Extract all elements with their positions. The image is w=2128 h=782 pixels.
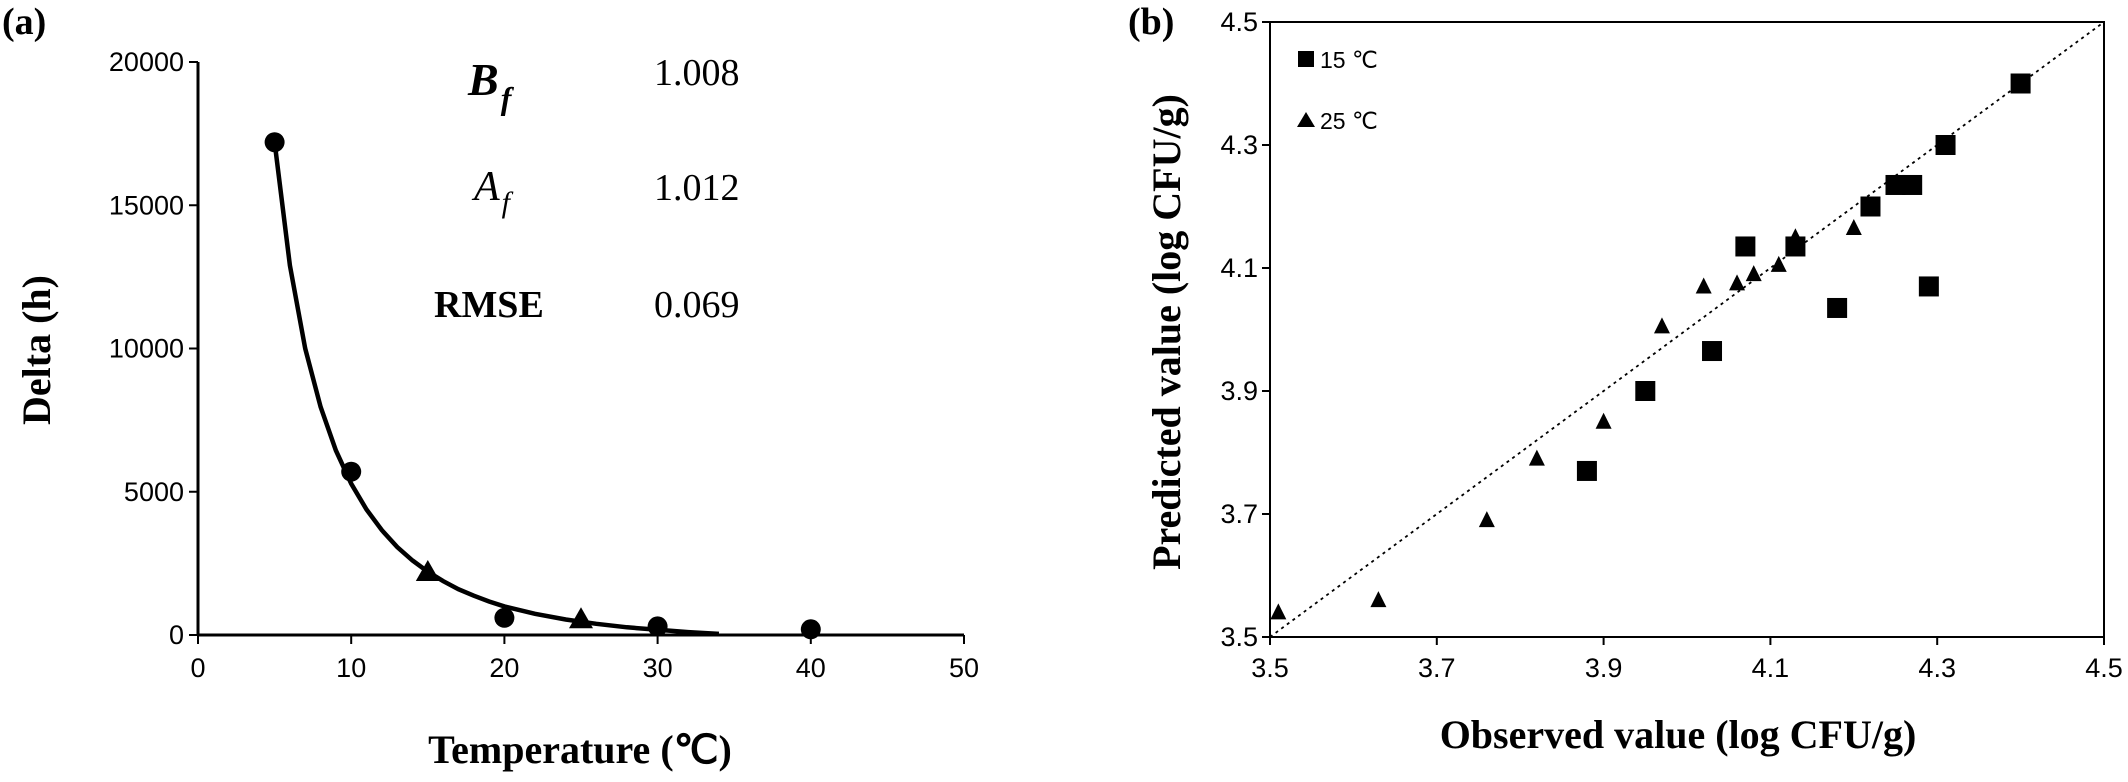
af-label-sub: f bbox=[502, 186, 514, 219]
x-tick-label: 3.9 bbox=[1585, 653, 1623, 683]
panel-a-label: (a) bbox=[2, 1, 46, 43]
data-point-square bbox=[1860, 196, 1881, 217]
panel-b-label: (b) bbox=[1128, 1, 1174, 43]
x-tick-label: 4.3 bbox=[1918, 653, 1956, 683]
data-point-triangle bbox=[1729, 274, 1746, 291]
data-point-triangle bbox=[1787, 228, 1804, 245]
bf-label: Bf bbox=[467, 54, 515, 116]
y-tick-label: 3.9 bbox=[1220, 376, 1258, 406]
panel-a: (a) 0 10 20 30 40 50 0 5000 10000 15000 20000 Tem… bbox=[2, 1, 979, 772]
y-tick-label: 4.3 bbox=[1220, 130, 1258, 160]
data-point-circle bbox=[800, 619, 821, 640]
x-tick-label: 30 bbox=[643, 653, 673, 683]
x-tick-label: 0 bbox=[190, 653, 205, 683]
af-label: Af bbox=[471, 164, 514, 219]
y-tick-label: 4.5 bbox=[1220, 7, 1258, 37]
panel-b-y-ticks: 3.5 3.7 3.9 4.1 4.3 4.5 bbox=[1220, 7, 1270, 652]
data-point-square bbox=[1635, 381, 1656, 401]
x-tick-label: 3.5 bbox=[1251, 653, 1289, 683]
y-tick-label: 4.1 bbox=[1220, 253, 1258, 283]
x-tick-label: 4.1 bbox=[1752, 653, 1790, 683]
data-point-circle bbox=[494, 607, 515, 628]
legend-label-15c: 15 ℃ bbox=[1320, 47, 1378, 73]
data-point-triangle bbox=[415, 559, 440, 581]
rmse-value: 0.069 bbox=[654, 284, 740, 326]
panel-b-legend: 15 ℃ 25 ℃ bbox=[1297, 47, 1378, 134]
data-point-square bbox=[2010, 73, 2031, 94]
data-point-triangle bbox=[1845, 219, 1862, 236]
panel-b-y-label: Predicted value (log CFU/g) bbox=[1144, 94, 1189, 570]
y-tick-label: 3.7 bbox=[1220, 499, 1258, 529]
x-tick-label: 4.5 bbox=[2085, 653, 2123, 683]
y-tick-label: 20000 bbox=[109, 47, 184, 77]
panel-b-x-ticks: 3.5 3.7 3.9 4.1 4.3 4.5 bbox=[1251, 637, 2123, 683]
panel-b-reference-line bbox=[1269, 21, 2105, 638]
data-point-triangle bbox=[569, 607, 593, 629]
y-tick-label: 10000 bbox=[109, 334, 184, 364]
data-point-square bbox=[1885, 174, 1906, 195]
panel-b-x-label: Observed value (log CFU/g) bbox=[1440, 712, 1917, 757]
data-point-square bbox=[1902, 174, 1923, 195]
y-tick-label: 5000 bbox=[124, 477, 184, 507]
data-point-triangle bbox=[1595, 412, 1612, 429]
panel-a-fit-curve bbox=[272, 141, 720, 637]
data-point-square bbox=[1827, 297, 1848, 318]
x-tick-label: 3.7 bbox=[1418, 653, 1456, 683]
y-tick-label: 3.5 bbox=[1220, 622, 1258, 652]
bf-label-main: B bbox=[467, 54, 499, 105]
af-value: 1.012 bbox=[654, 167, 740, 209]
data-point-circle bbox=[341, 461, 362, 482]
panel-b-points bbox=[1270, 73, 2031, 620]
data-point-triangle bbox=[1770, 255, 1787, 272]
panel-a-y-label: Delta (h) bbox=[14, 275, 59, 425]
data-point-triangle bbox=[1745, 265, 1762, 282]
legend-square-marker bbox=[1298, 51, 1314, 67]
data-point-triangle bbox=[1695, 277, 1712, 294]
data-point-triangle bbox=[1478, 511, 1495, 528]
legend-triangle-marker bbox=[1297, 112, 1315, 127]
data-point-triangle bbox=[1270, 603, 1287, 620]
data-point-circle bbox=[264, 132, 285, 153]
x-tick-label: 40 bbox=[796, 653, 826, 683]
x-tick-label: 50 bbox=[949, 653, 979, 683]
panel-a-x-ticks: 0 10 20 30 40 50 bbox=[190, 635, 979, 683]
x-tick-label: 20 bbox=[489, 653, 519, 683]
rmse-label: RMSE bbox=[434, 284, 544, 326]
bf-value: 1.008 bbox=[654, 52, 740, 94]
y-tick-label: 0 bbox=[169, 620, 184, 650]
panel-b-frame bbox=[1269, 21, 2105, 638]
panel-a-x-label: Temperature (℃) bbox=[428, 727, 732, 772]
data-point-triangle bbox=[1653, 317, 1670, 334]
legend-label-25c: 25 ℃ bbox=[1320, 108, 1378, 134]
panel-b: (b) 3.5 3.7 3.9 4.1 4.3 4.5 3.5 3.7 3.9 4.1 4.3 4.… bbox=[1128, 1, 2123, 757]
data-point-square bbox=[1935, 135, 1956, 155]
y-tick-label: 15000 bbox=[109, 190, 184, 220]
data-point-circle bbox=[647, 616, 668, 637]
x-tick-label: 10 bbox=[336, 653, 366, 683]
af-label-main: A bbox=[471, 164, 500, 210]
panel-a-points bbox=[264, 132, 821, 640]
data-point-square bbox=[1702, 341, 1723, 362]
data-point-square bbox=[1576, 460, 1597, 481]
panel-a-y-ticks: 0 5000 10000 15000 20000 bbox=[109, 47, 198, 650]
data-point-triangle bbox=[1370, 591, 1387, 608]
bf-label-sub: f bbox=[501, 80, 515, 116]
data-point-square bbox=[1735, 236, 1756, 257]
data-point-square bbox=[1918, 276, 1939, 297]
data-point-triangle bbox=[1528, 449, 1545, 466]
